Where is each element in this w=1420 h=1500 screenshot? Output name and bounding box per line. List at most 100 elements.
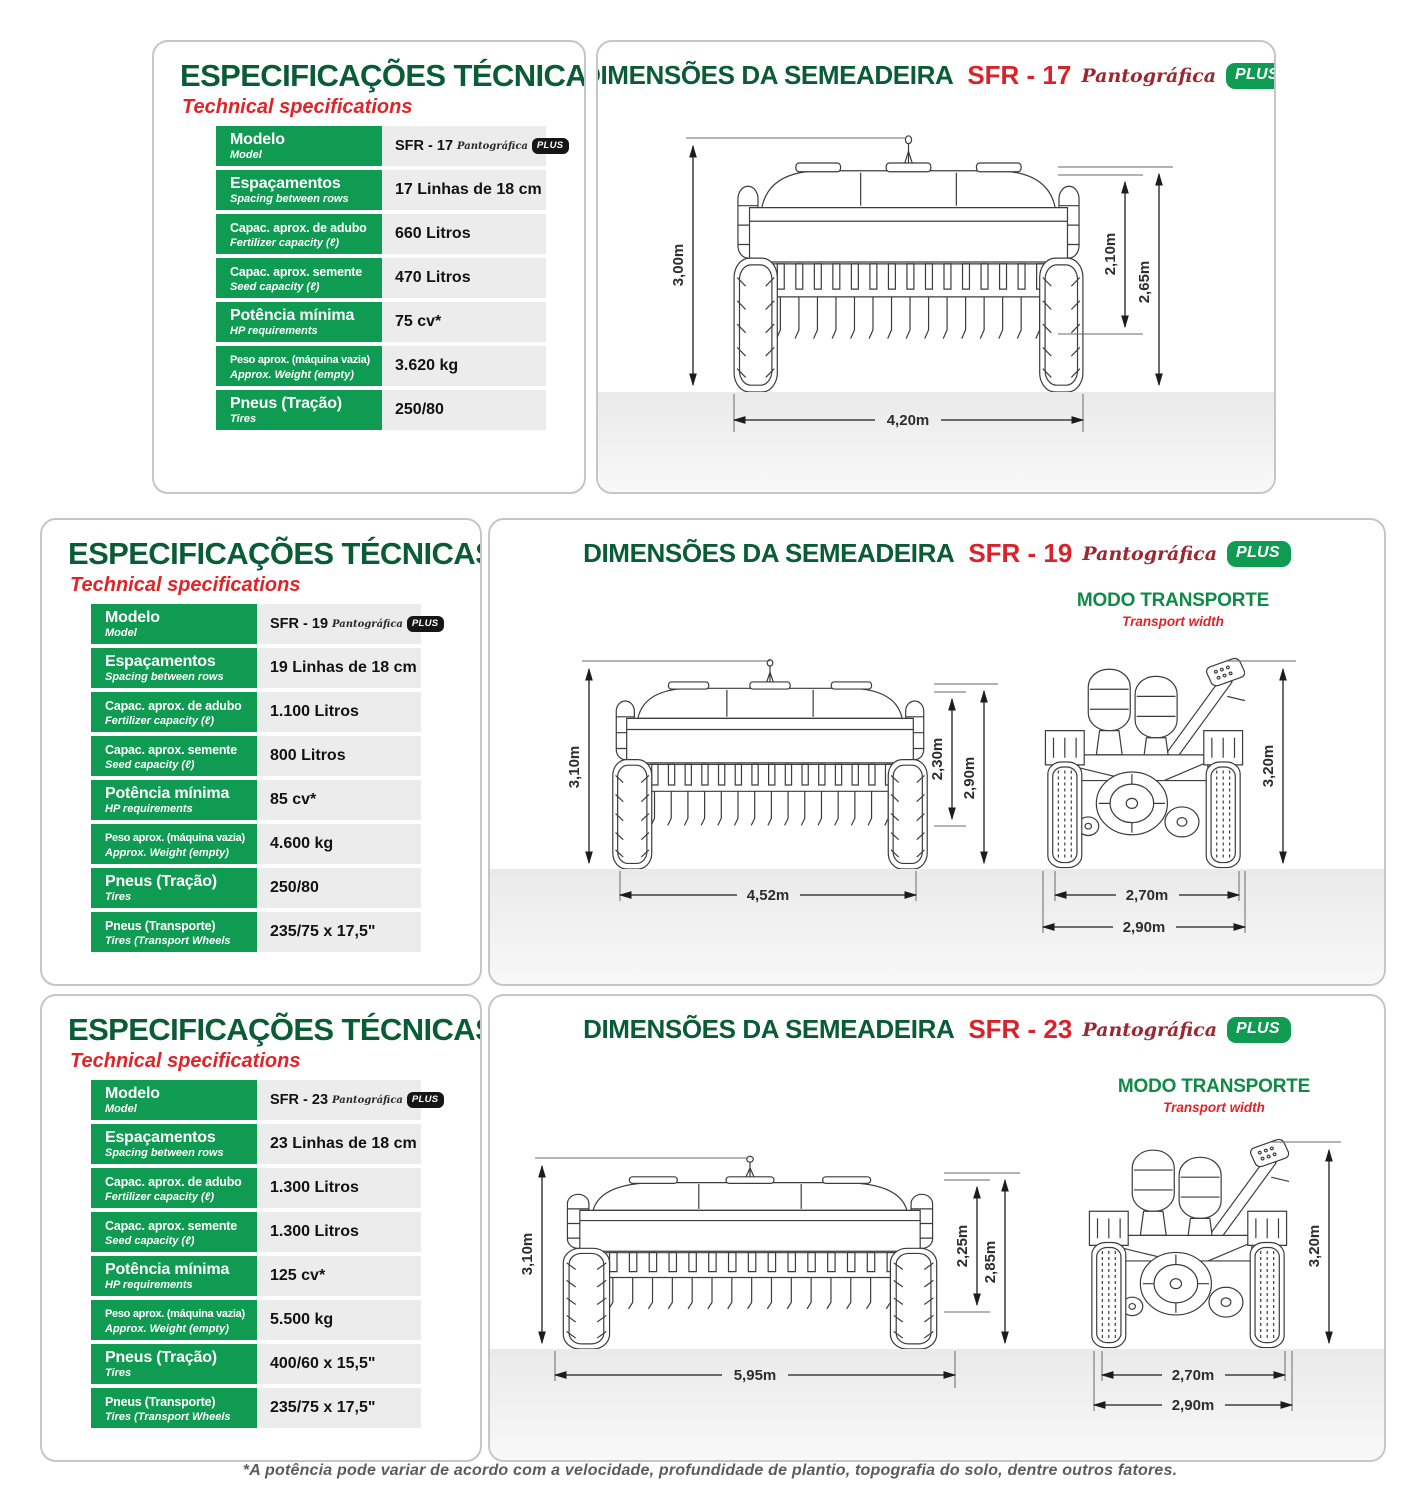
ground [490, 869, 1384, 984]
dimension-label-width: 4,20m [887, 412, 930, 429]
diagram-header: DIMENSÕES DA SEMEADEIRA SFR - 23 Pantogr… [490, 1014, 1384, 1045]
pantografica-script: Pantográfica [1082, 1018, 1218, 1041]
dimension-label-height: 3,00m [670, 244, 687, 287]
plus-badge: PLUS [1227, 540, 1291, 567]
model-name: SFR - 17 [395, 138, 454, 154]
table-row: Capac. aprox. de adubo Fertilizer capacit… [216, 214, 546, 254]
table-row: Capac. aprox. semente Seed capacity (ℓ) 1… [91, 1212, 421, 1252]
spec-table: Modelo Model SFR - 23 Pantográfica PLUS E… [91, 1080, 445, 1432]
table-row: Peso aprox. (máquina vazia) Approx. Weigh… [91, 824, 421, 864]
dimension-label-width: 4,52m [747, 887, 790, 904]
spec-table: Modelo Model SFR - 19 Pantográfica PLUS E… [91, 604, 445, 956]
model-name: SFR - 19 [270, 616, 329, 632]
spec-card-sfr19: ESPECIFICAÇÕES TÉCNICAS Technical specif… [40, 518, 482, 986]
model-value-cell: SFR - 19 Pantográfica PLUS [257, 604, 445, 644]
diagram-header: DIMENSÕES DA SEMEADEIRA SFR - 19 Pantogr… [490, 538, 1384, 569]
table-row: Capac. aprox. de adubo Fertilizer capacit… [91, 1168, 421, 1208]
table-row: Peso aprox. (máquina vazia) Approx. Weigh… [216, 346, 546, 386]
pantografica-script: Pantográfica [332, 618, 403, 630]
spec-table: Modelo Model SFR - 17 Pantográfica PLUS E… [216, 126, 570, 434]
pantografica-script: Pantográfica [332, 1094, 403, 1106]
pantografica-script: Pantográfica [1081, 64, 1217, 87]
model-value-cell: SFR - 17 Pantográfica PLUS [382, 126, 570, 166]
spec-title: ESPECIFICAÇÕES TÉCNICAS [180, 58, 586, 93]
dimension-label-inner: 2,30m [929, 738, 946, 781]
seeder-front-drawing [562, 1155, 938, 1349]
transport-mode-subtitle: Transport width [1122, 614, 1224, 629]
pantografica-script: Pantográfica [1082, 542, 1218, 565]
plus-badge: PLUS [1227, 1016, 1291, 1043]
spec-card-sfr23: ESPECIFICAÇÕES TÉCNICAS Technical specif… [40, 994, 482, 1462]
table-row: Pneus (Tração) Tires 400/60 x 15,5" [91, 1344, 421, 1384]
dimension-label-transport-outer: 2,90m [1172, 1397, 1215, 1414]
transport-mode-subtitle: Transport width [1163, 1100, 1265, 1115]
table-row: Pneus (Tração) Tires 250/80 [216, 390, 546, 430]
spec-title: ESPECIFICAÇÕES TÉCNICAS [68, 1012, 482, 1047]
table-row-model: Modelo Model SFR - 23 Pantográfica PLUS [91, 1080, 445, 1120]
table-row: Potência mínima HP requirements 75 cv* [216, 302, 546, 342]
plus-badge: PLUS [406, 616, 445, 632]
diagram-title: DIMENSÕES DA SEMEADEIRA [583, 1014, 955, 1044]
table-row-model: Modelo Model SFR - 17 Pantográfica PLUS [216, 126, 570, 166]
model-name: SFR - 23 [270, 1092, 329, 1108]
plus-badge: PLUS [406, 1092, 445, 1108]
dimension-label-transport-inner: 2,70m [1126, 887, 1169, 904]
dimensions-card-sfr17: 3,00m 2,10m 2,65m 4,20m DIMENSÕES DA SEM… [596, 40, 1276, 494]
dimension-label-transport-height: 3,20m [1260, 745, 1277, 788]
seeder-front-drawing [612, 659, 928, 869]
plus-badge: PLUS [531, 138, 570, 154]
transport-mode-label: MODO TRANSPORTE Transport width [1043, 590, 1303, 629]
table-row: Espaçamentos Spacing between rows 17 Linh… [216, 170, 546, 210]
dimension-label-height: 3,10m [566, 746, 583, 789]
dimension-label-transport-height: 3,20m [1306, 1225, 1323, 1268]
diagram-title: DIMENSÕES DA SEMEADEIRA [583, 538, 955, 568]
seeder-diagrams: 3,10m 2,25m 2,85m 5,95m 3,20m 2,70m [490, 1137, 1384, 1460]
transport-mode-label: MODO TRANSPORTE Transport width [1084, 1076, 1344, 1115]
dimension-label-inner: 2,25m [954, 1225, 971, 1268]
diagram-model: SFR - 19 [968, 538, 1073, 568]
dimension-label-outer: 2,65m [1136, 261, 1153, 304]
table-row: Potência mínima HP requirements 85 cv* [91, 780, 421, 820]
table-row: Pneus (Transporte) Tires (Transport Wheel… [91, 1388, 421, 1428]
table-row: Capac. aprox. semente Seed capacity (ℓ) 4… [216, 258, 546, 298]
table-row: Espaçamentos Spacing between rows 19 Linh… [91, 648, 421, 688]
transport-mode-title: MODO TRANSPORTE [1117, 1076, 1311, 1097]
table-row: Potência mínima HP requirements 125 cv* [91, 1256, 421, 1296]
spec-card-sfr17: ESPECIFICAÇÕES TÉCNICAS Technical specif… [152, 40, 586, 494]
table-row: Peso aprox. (máquina vazia) Approx. Weigh… [91, 1300, 421, 1340]
dimension-label-outer: 2,85m [982, 1241, 999, 1284]
model-value-cell: SFR - 23 Pantográfica PLUS [257, 1080, 445, 1120]
dimension-label-transport-outer: 2,90m [1123, 919, 1166, 936]
spec-subtitle: Technical specifications [70, 1050, 301, 1072]
dimension-label-outer: 2,90m [961, 757, 978, 800]
spec-subtitle: Technical specifications [70, 574, 301, 596]
diagram-title: DIMENSÕES DA SEMEADEIRA [596, 60, 954, 90]
dimension-label-height: 3,10m [519, 1233, 536, 1276]
seeder-transport-drawing [1044, 656, 1245, 869]
transport-mode-title: MODO TRANSPORTE [1076, 590, 1270, 611]
dimension-label-width: 5,95m [734, 1367, 777, 1384]
seeder-diagrams: 3,10m 2,30m 2,90m 4,52m 3,20m 2,70m [490, 656, 1384, 984]
dimension-label-inner: 2,10m [1102, 233, 1119, 276]
dimensions-card-sfr19: 3,10m 2,30m 2,90m 4,52m 3,20m 2,70m [488, 518, 1386, 986]
dimensions-card-sfr23: 3,10m 2,25m 2,85m 5,95m 3,20m 2,70m [488, 994, 1386, 1462]
diagram-header: DIMENSÕES DA SEMEADEIRA SFR - 17 Pantogr… [598, 60, 1274, 91]
table-row: Capac. aprox. de adubo Fertilizer capacit… [91, 692, 421, 732]
spec-title: ESPECIFICAÇÕES TÉCNICAS [68, 536, 482, 571]
seeder-transport-drawing [1088, 1137, 1289, 1349]
spec-subtitle: Technical specifications [182, 96, 413, 118]
power-footnote: *A potência pode variar de acordo com a … [242, 1462, 1178, 1479]
table-row: Capac. aprox. semente Seed capacity (ℓ) 8… [91, 736, 421, 776]
seeder-front-diagram: 3,00m 2,10m 2,65m 4,20m [598, 135, 1274, 492]
table-row-model: Modelo Model SFR - 19 Pantográfica PLUS [91, 604, 445, 644]
plus-badge: PLUS [1226, 62, 1274, 89]
diagram-model: SFR - 17 [967, 60, 1072, 90]
table-row: Pneus (Tração) Tires 250/80 [91, 868, 421, 908]
diagram-model: SFR - 23 [968, 1014, 1073, 1044]
seeder-front-drawing [733, 135, 1084, 392]
pantografica-script: Pantográfica [457, 140, 528, 152]
dimension-label-transport-inner: 2,70m [1172, 1367, 1215, 1384]
table-row: Pneus (Transporte) Tires (Transport Wheel… [91, 912, 421, 952]
table-row: Espaçamentos Spacing between rows 23 Linh… [91, 1124, 421, 1164]
